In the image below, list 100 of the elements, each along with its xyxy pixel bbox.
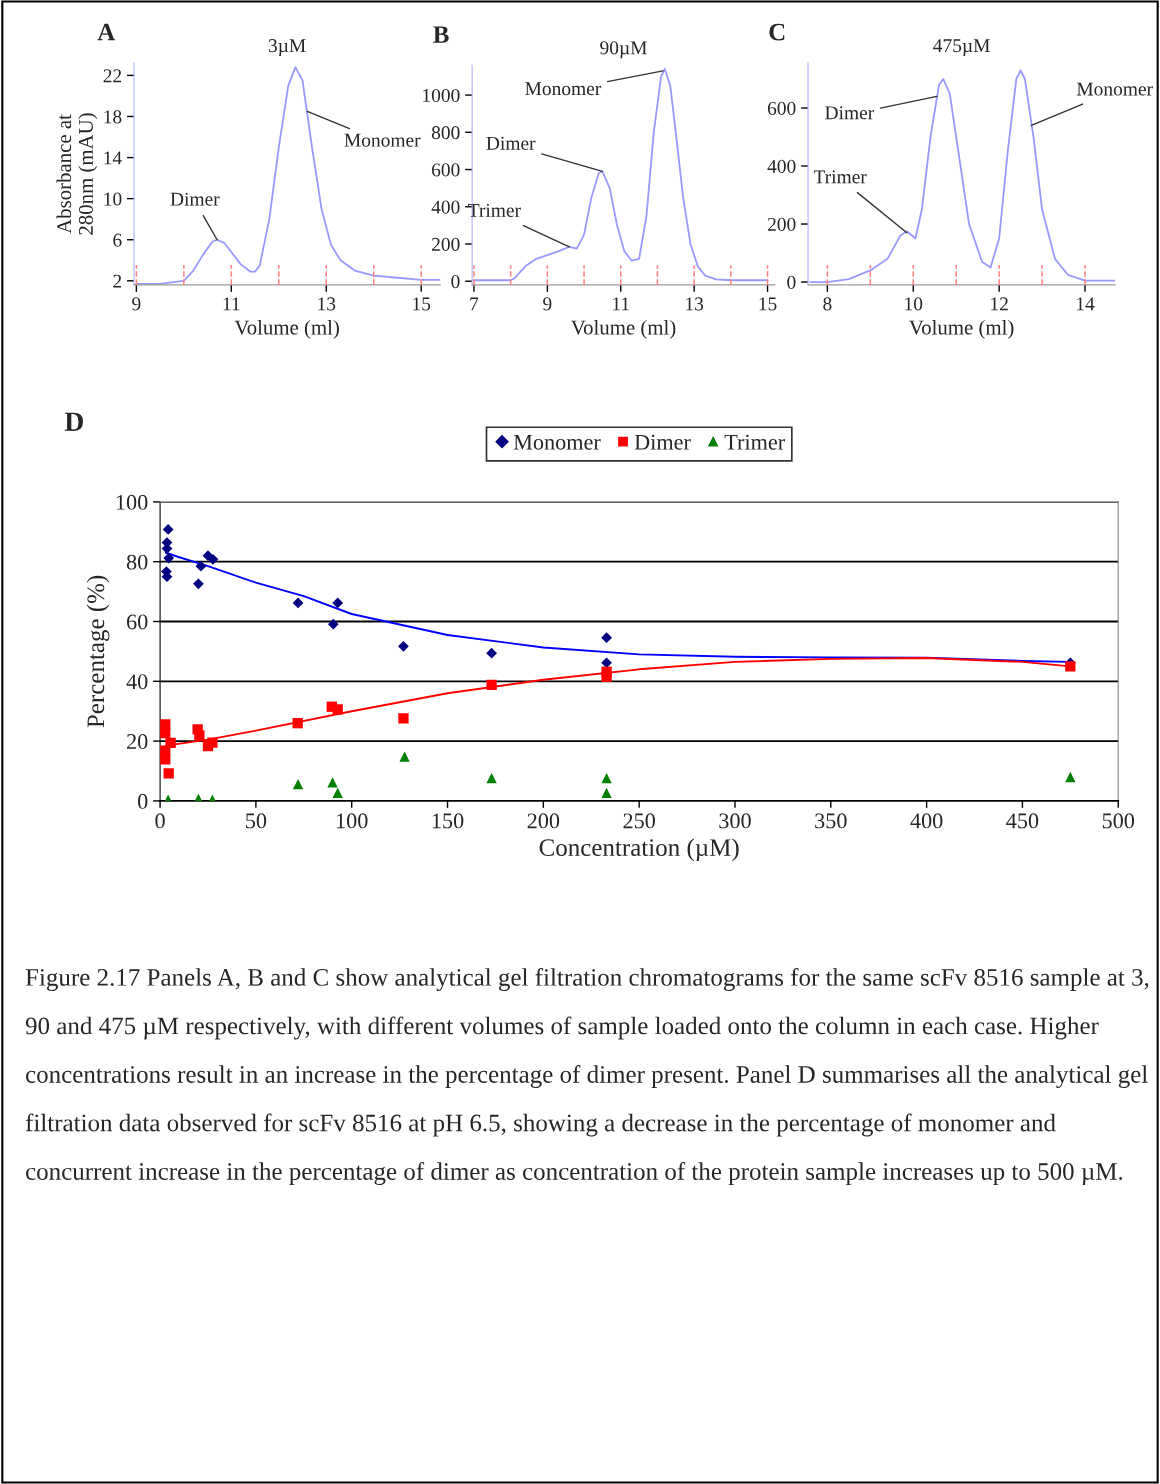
x-tick-label: 11	[613, 297, 629, 311]
x-axis-title: Volume (ml)	[234, 319, 339, 339]
point	[486, 679, 497, 691]
point	[1065, 661, 1076, 672]
point	[332, 597, 344, 609]
x-tick-label: 400	[910, 813, 943, 829]
x-tick-label: 100	[337, 813, 368, 829]
x-tick-label: 500	[1102, 813, 1135, 829]
text: C	[769, 23, 785, 41]
text: A	[97, 23, 116, 41]
point	[292, 597, 304, 609]
point	[1065, 771, 1076, 783]
y-tick-label: 20	[127, 734, 148, 750]
chart-title: 90µM	[600, 41, 647, 59]
point	[160, 754, 171, 765]
point	[163, 768, 174, 779]
y-tick-label: 2	[113, 274, 122, 288]
y-tick-label: 0	[451, 275, 460, 289]
x-tick-label: 9	[543, 297, 552, 311]
y-tick-label: 1000	[423, 88, 460, 103]
point	[327, 777, 338, 788]
y-tick-label: 40	[126, 674, 148, 690]
y-axis-title: Absorbance at 280nm (mAU)	[56, 113, 98, 235]
x-tick-label: 13	[318, 297, 336, 311]
y-tick-label: 400	[431, 200, 460, 214]
y-tick-label: 18	[104, 110, 122, 124]
caption: Figure 2.17 Panels A, B and C show analytical gel filtration chromatograms for the same scFv 8516 sample at 3, 90 and 475 µM respectively, with different volumes of sample loaded onto the column in each case. Higher concentrations result in an increase in the percentage of dimer present. Panel D summarises all the analytical gel filtration data observed for scFv 8516 at pH 6.5, showing a decrease in the percentage of monomer and concurrent increase in the percentage of dimer as concentration of the protein sample increases up to 500 µM.	[25, 968, 1149, 1186]
y-tick-label: 80	[126, 554, 148, 570]
x-tick-label: 450	[1006, 813, 1039, 829]
y-tick-label: 600	[767, 101, 796, 115]
annotation: Trimer	[813, 170, 867, 184]
x-tick-label: 15	[413, 297, 431, 311]
point	[601, 632, 612, 644]
legend-label: Dimer	[634, 434, 691, 450]
legend-label: Trimer	[724, 434, 785, 450]
x-tick-label: 7	[470, 297, 479, 311]
annotation: Monomer	[525, 82, 602, 96]
point	[601, 787, 612, 798]
legend-label: Monomer	[513, 434, 601, 450]
x-tick-label: 200	[527, 813, 560, 829]
point	[292, 718, 303, 729]
point	[398, 713, 409, 724]
annotation: Trimer	[468, 203, 521, 217]
y-tick-label: 100	[116, 494, 148, 510]
y-axis-title: Percentage (%)	[86, 575, 110, 728]
text: B	[433, 26, 449, 43]
x-tick-label: 0	[155, 813, 165, 829]
point	[399, 751, 410, 762]
y-tick-label: 6	[113, 233, 122, 247]
point	[332, 787, 343, 798]
point	[601, 671, 612, 682]
point	[195, 560, 207, 572]
x-axis-title: Concentration (µM)	[539, 838, 739, 862]
x-tick-label: 350	[815, 813, 847, 829]
point	[486, 773, 497, 784]
y-tick-label: 0	[138, 793, 148, 809]
point	[162, 524, 174, 535]
point	[165, 737, 176, 749]
chart-title: 475µM	[933, 39, 990, 57]
text: D	[64, 412, 83, 431]
annotation: Dimer	[170, 192, 220, 206]
annotation: Monomer	[1076, 82, 1153, 96]
y-tick-label: 60	[127, 614, 148, 630]
point	[601, 773, 612, 784]
x-tick-label: 11	[223, 297, 240, 311]
point	[194, 730, 205, 741]
y-tick-label: 400	[767, 159, 796, 173]
x-tick-label: 9	[132, 297, 141, 311]
y-tick-label: 0	[787, 275, 796, 289]
point	[332, 704, 343, 715]
point	[163, 552, 175, 564]
y-tick-label: 600	[431, 163, 460, 177]
y-tick-label: 800	[431, 126, 460, 140]
y-tick-label: 200	[767, 217, 796, 231]
x-tick-label: 8	[823, 297, 832, 311]
annotation: Monomer	[344, 133, 421, 147]
x-tick-label: 50	[246, 813, 267, 829]
point	[292, 779, 304, 790]
chart-title: 3µM	[268, 39, 306, 57]
y-tick-label: 200	[432, 237, 460, 251]
point	[207, 553, 219, 565]
x-tick-label: 300	[719, 813, 751, 829]
x-axis-title: Volume (ml)	[570, 319, 676, 339]
point	[327, 618, 339, 630]
point	[398, 640, 409, 652]
point	[207, 737, 218, 748]
x-tick-label: 150	[432, 813, 464, 829]
annotation: Dimer	[825, 106, 875, 120]
x-tick-label: 13	[686, 297, 704, 311]
y-tick-label: 22	[103, 69, 122, 83]
x-tick-label: 15	[759, 297, 777, 311]
y-tick-label: 14	[104, 151, 122, 165]
x-tick-label: 14	[1077, 297, 1095, 311]
annotation: Dimer	[486, 136, 536, 150]
x-tick-label: 250	[623, 813, 655, 829]
x-tick-label: 12	[991, 297, 1008, 311]
point	[193, 578, 204, 590]
x-axis-title: Volume (ml)	[909, 319, 1014, 339]
y-tick-label: 10	[104, 192, 122, 206]
point	[486, 647, 497, 659]
